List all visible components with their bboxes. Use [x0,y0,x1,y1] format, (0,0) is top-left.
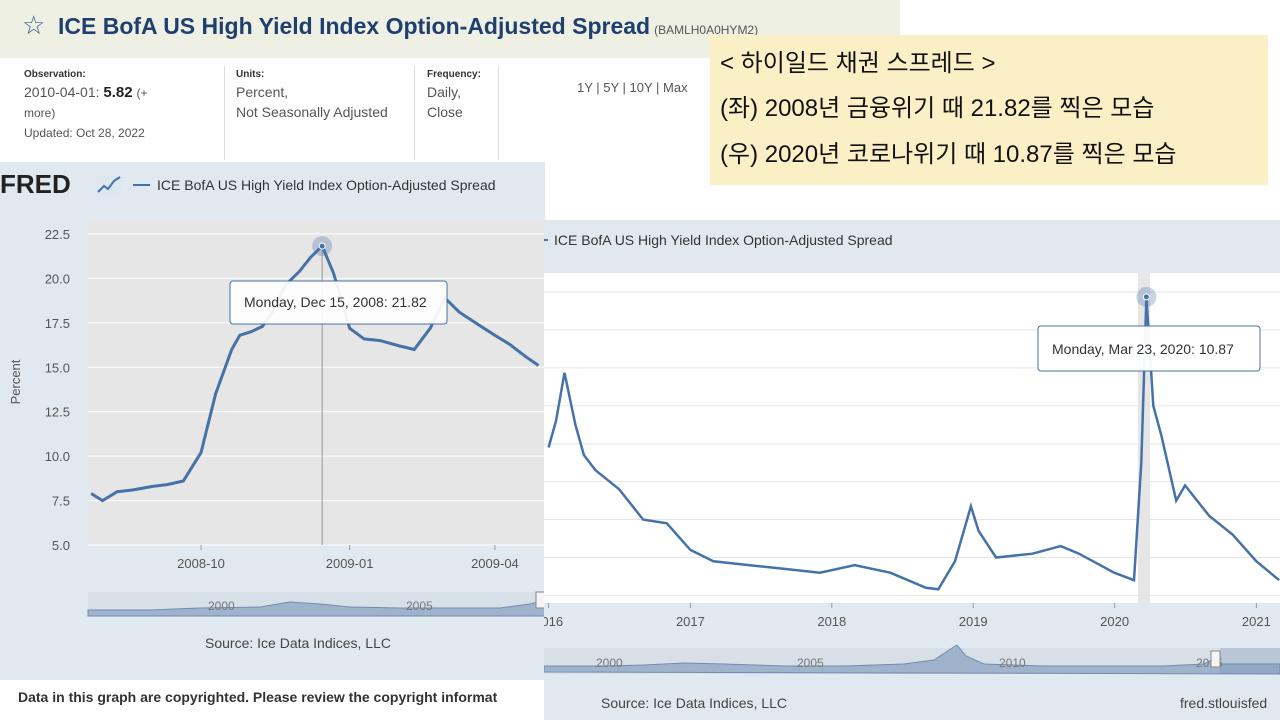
legend-label: ICE BofA US High Yield Index Option-Adju… [554,232,893,248]
star-icon[interactable]: ☆ [22,10,46,40]
y-tick-label: 12.5 [45,405,70,420]
source-label: Source: Ice Data Indices, LLC [601,695,787,711]
y-tick-label: 17.5 [45,316,70,331]
navigator-label: 2010 [999,656,1026,670]
navigator[interactable]: 2000 2005 [87,591,546,617]
svg-text:Monday, Mar 23, 2020: 10.87: Monday, Mar 23, 2020: 10.87 [1052,341,1234,357]
units-label: Units: [236,69,265,80]
y-axis-label: Percent [8,359,23,404]
annotation-heading: < 하이일드 채권 스프레드 > [720,50,996,77]
svg-text:Monday, Dec 15, 2008: 21.82: Monday, Dec 15, 2008: 21.82 [244,294,427,310]
legend-label: ICE BofA US High Yield Index Option-Adju… [157,177,496,193]
x-tick-label: 2018 [817,614,846,629]
series-header: ☆ ICE BofA US High Yield Index Option-Ad… [0,0,900,58]
x-tick-label: 2009-01 [326,556,374,571]
navigator-label: 2005 [406,599,433,613]
x-tick-label: 2017 [676,614,705,629]
peak-marker [318,242,326,250]
series-line [90,243,540,503]
right-chart: ICE BofA US High Yield Index Option-Adju… [534,232,1280,711]
units-value-2: Not Seasonally Adjusted [236,104,388,120]
frequency-label: Frequency: [427,69,481,80]
peak-marker [1142,293,1150,301]
tooltip-date: Monday, Dec 15, 2008: [244,294,388,310]
navigator-label: 2000 [596,656,623,670]
divider [224,66,225,160]
navigator-handle[interactable] [1210,650,1221,668]
x-tick-label: 2008-10 [177,556,225,571]
copyright-notice: Data in this graph are copyrighted. Plea… [0,680,545,720]
copyright-text: Data in this graph are copyrighted. Plea… [18,689,498,705]
left-chart: FRED ICE BofA US High Yield Index Option… [0,169,546,651]
y-tick-label: 22.5 [45,227,70,242]
divider [414,66,415,160]
right-chart-panel: ICE BofA US High Yield Index Option-Adju… [534,220,1280,720]
units-block: Units: Percent, Not Seasonally Adjusted [236,68,388,122]
y-tick-label: 7.5 [52,494,70,509]
annotation-box: < 하이일드 채권 스프레드 > (좌) 2008년 금융위기 때 21.82를… [710,35,1268,185]
fred-logo: FRED [0,169,71,199]
series-code: (BAMLH0A0HYM2) [654,23,759,37]
observation-block: Observation: 2010-04-01: 5.82 (+ more) U… [24,68,148,143]
observation-more-link-2[interactable]: more) [24,106,56,120]
observation-date: 2010-04-01: [24,84,100,100]
tooltip-value: 21.82 [392,294,427,310]
x-tick-label: 2020 [1100,614,1129,629]
units-value-1: Percent, [236,84,289,100]
observation-more-link[interactable]: (+ [136,86,148,100]
tooltip: Monday, Dec 15, 2008: 21.82 [229,280,448,325]
x-tick-label: 2016 [544,614,563,629]
date-range-buttons[interactable]: 1Y | 5Y | 10Y | Max [577,80,688,95]
x-tick-label: 2009-04 [471,556,519,571]
y-tick-label: 10.0 [45,449,70,464]
frequency-value-1: Daily, [427,84,461,100]
series-title: ICE BofA US High Yield Index Option-Adju… [58,13,758,40]
divider [498,66,499,160]
tooltip: Monday, Mar 23, 2020: 10.87 [1037,325,1261,372]
navigator-label: 2005 [797,656,824,670]
navigator[interactable]: 2000 2005 2010 2015 [543,644,1280,675]
x-tick-label: 2019 [959,614,988,629]
annotation-right: (우) 2020년 코로나위기 때 10.87를 찍은 모습 [720,141,1177,168]
frequency-block: Frequency: Daily, Close [427,68,481,122]
tooltip-date: Monday, Mar 23, 2020: [1052,341,1195,357]
navigator-label: 2000 [208,599,235,613]
y-tick-label: 15.0 [45,360,70,375]
fred-logo-icon [96,175,122,195]
y-tick-label: 5.0 [52,538,70,553]
observation-label: Observation: [24,69,86,80]
updated-date: Updated: Oct 28, 2022 [24,126,145,140]
plot-area [88,220,545,545]
frequency-value-2: Close [427,104,463,120]
y-tick-label: 20.0 [45,271,70,286]
tooltip-value: 10.87 [1199,341,1234,357]
annotation-left: (좌) 2008년 금융위기 때 21.82를 찍은 모습 [720,95,1155,122]
observation-value: 5.82 [103,84,133,101]
site-label: fred.stlouisfed [1180,695,1267,711]
series-line [547,296,1280,591]
x-tick-label: 2021 [1242,614,1271,629]
series-title-text: ICE BofA US High Yield Index Option-Adju… [58,13,651,39]
source-label: Source: Ice Data Indices, LLC [205,635,391,651]
left-chart-panel: FRED ICE BofA US High Yield Index Option… [0,162,546,680]
plot-area [544,273,1280,603]
